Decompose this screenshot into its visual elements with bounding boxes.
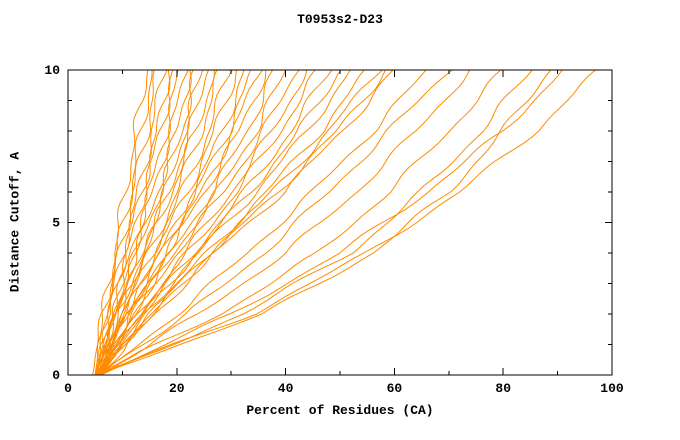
model-curve	[100, 69, 192, 376]
x-tick-label: 80	[495, 381, 511, 396]
x-axis-label: Percent of Residues (CA)	[246, 403, 434, 418]
x-tick-label: 60	[387, 381, 403, 396]
model-curve	[100, 69, 308, 376]
model-curve	[94, 69, 149, 376]
x-tick-label: 20	[169, 381, 185, 396]
model-curve	[94, 69, 251, 376]
model-curve	[100, 69, 174, 376]
model-curve	[94, 69, 453, 376]
model-curve	[97, 69, 209, 376]
model-curve	[100, 69, 470, 376]
x-tick-label: 0	[64, 381, 72, 396]
model-curve	[94, 69, 215, 376]
model-curve	[100, 69, 427, 376]
x-tick-label: 40	[278, 381, 294, 396]
model-curve	[100, 69, 238, 376]
model-curve	[94, 69, 171, 376]
model-curve	[100, 69, 533, 376]
model-curve	[100, 69, 333, 376]
x-tick-label: 100	[600, 381, 624, 396]
model-curve	[97, 69, 168, 376]
model-curve	[94, 69, 316, 376]
model-curve	[94, 69, 155, 376]
model-curve	[97, 69, 341, 376]
chart-title: T0953s2-D23	[297, 12, 383, 27]
model-curve	[97, 69, 189, 376]
model-curve	[94, 69, 394, 376]
model-curve	[100, 69, 563, 376]
model-curve	[95, 69, 552, 376]
y-tick-label: 5	[52, 216, 60, 231]
model-curve	[100, 69, 386, 376]
model-curve	[94, 69, 351, 376]
model-curve	[100, 69, 263, 376]
model-curve	[94, 69, 267, 376]
model-curve	[95, 69, 596, 376]
model-curve	[97, 69, 245, 376]
model-curve	[92, 69, 153, 376]
y-tick-label: 10	[44, 63, 60, 78]
y-tick-label: 0	[52, 368, 60, 383]
model-curve	[94, 69, 194, 376]
model-curve	[94, 69, 502, 376]
